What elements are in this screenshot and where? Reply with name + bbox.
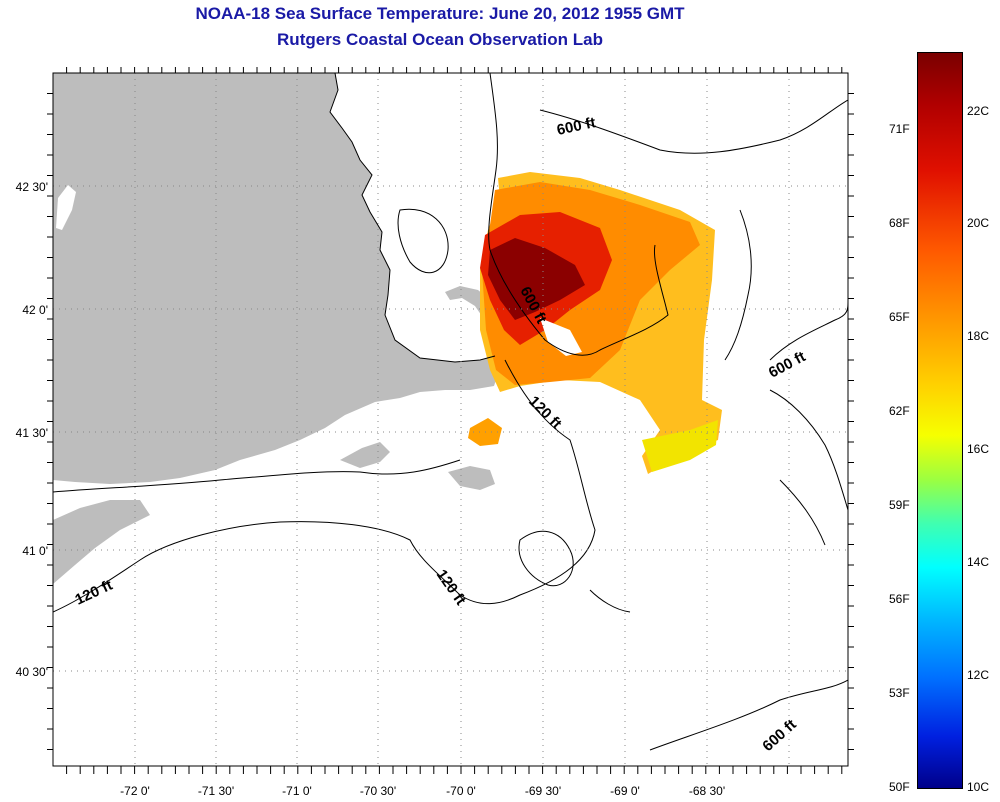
colorbar-label-f: 56F — [889, 592, 910, 606]
contour-label: 120 ft — [525, 393, 565, 433]
contour-shoal-c — [518, 530, 574, 587]
map-frame — [52, 72, 849, 767]
colorbar-label-c: 12C — [967, 668, 990, 682]
colorbar-label-c: 20C — [967, 216, 990, 230]
contour-600ft-gulf-maine — [488, 73, 669, 356]
lat-label: 42 30' — [16, 180, 48, 194]
colorbar-label-c: 22C — [967, 104, 990, 118]
contour-label: 120 ft — [73, 577, 116, 609]
contour-120ft-south-shore — [53, 459, 461, 493]
land-mass-nantucket — [448, 466, 495, 490]
colorbar-label-c: 18C — [967, 329, 990, 343]
colorbar-label-f: 65F — [889, 310, 910, 324]
contour-label: 600 ft — [555, 114, 597, 139]
land-mass-block-island — [56, 185, 76, 230]
lat-label: 40 30' — [16, 665, 48, 679]
lon-label: -68 30' — [689, 784, 725, 798]
contour-label: 600 ft — [759, 716, 799, 755]
sst-patch-yellow-south — [642, 420, 718, 472]
colorbar-label-f: 53F — [889, 686, 910, 700]
lat-label: 41 0' — [22, 544, 48, 558]
colorbar — [917, 52, 963, 789]
land-mass-marthas-vineyard — [340, 442, 390, 468]
colorbar-label-c: 16C — [967, 442, 990, 456]
lat-label: 41 30' — [16, 426, 48, 440]
contour-600ft-southeast — [649, 679, 848, 751]
colorbar-label-f: 59F — [889, 498, 910, 512]
contour-label: 600 ft — [766, 348, 809, 381]
lon-label: -71 30' — [198, 784, 234, 798]
colorbar-label-c: 10C — [967, 780, 990, 794]
lat-label: 42 0' — [22, 303, 48, 317]
contour-label: 120 ft — [433, 567, 469, 609]
contour-shoal-f — [589, 589, 631, 613]
sst-patch-white-gap — [540, 318, 582, 356]
colorbar-label-f: 62F — [889, 404, 910, 418]
contour-shoal-e — [779, 479, 826, 546]
lon-label: -70 30' — [360, 784, 396, 798]
map-subtitle: Rutgers Coastal Ocean Observation Lab — [277, 30, 603, 49]
graticule — [53, 73, 848, 766]
coastline — [329, 73, 496, 363]
contour-shoal-d — [769, 389, 848, 511]
land-mass-new-england — [53, 73, 500, 484]
colorbar-label-f: 71F — [889, 122, 910, 136]
contour-600ft-north — [539, 99, 848, 154]
contour-120ft-nantucket-shoals — [53, 359, 596, 613]
lon-label: -70 0' — [446, 784, 476, 798]
map-title: NOAA-18 Sea Surface Temperature: June 20… — [195, 4, 685, 23]
sst-patch-core — [488, 238, 585, 320]
lon-label: -71 0' — [282, 784, 312, 798]
land-mass-long-island — [53, 500, 150, 584]
colorbar-label-f: 68F — [889, 216, 910, 230]
colorbar-label-f: 50F — [889, 780, 910, 794]
colorbar-label-c: 14C — [967, 555, 990, 569]
contour-shoal-a — [397, 208, 449, 274]
lon-label: -72 0' — [120, 784, 150, 798]
contour-shoal-b — [724, 209, 752, 361]
axis-ticks — [47, 67, 854, 774]
lon-label: -69 30' — [525, 784, 561, 798]
lon-label: -69 0' — [610, 784, 640, 798]
